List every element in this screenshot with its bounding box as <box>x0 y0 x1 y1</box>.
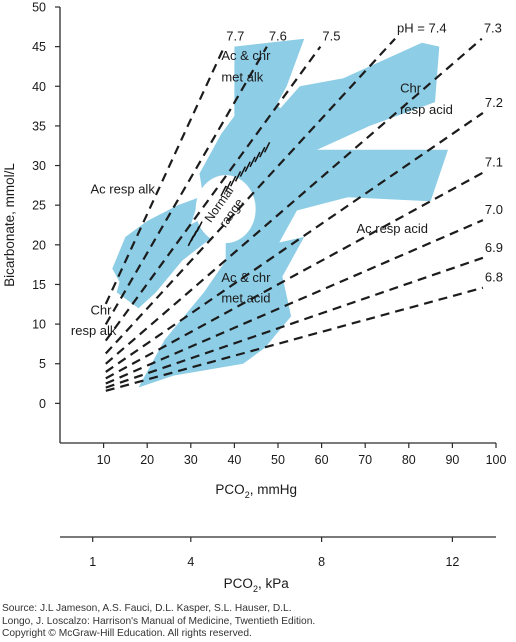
isopleth-label: 7.0 <box>485 202 503 217</box>
x-tick-label: 20 <box>140 453 154 467</box>
y-tick-label: 30 <box>32 159 46 173</box>
hatch-stroke <box>220 185 227 197</box>
y-axis-title: Bicarbonate, mmol/L <box>2 163 17 287</box>
hatch-stroke <box>196 221 203 232</box>
isopleth-label: 7.7 <box>226 29 244 44</box>
region-ac-chr-met-acid <box>138 229 305 388</box>
kpa-tick-label: 4 <box>187 555 194 569</box>
isopleth-ph-6-9 <box>105 256 484 389</box>
x-tick-label: 10 <box>97 453 111 467</box>
region-annotations: Ac & chr met alk Chr resp acid Ac resp alk Ac… <box>71 48 453 338</box>
isopleth-ph-7-5 <box>104 45 322 342</box>
kpa-axis-title-sub: 2 <box>253 584 258 594</box>
kpa-axis: 1 4 8 12 PCO2, kPa <box>60 536 496 594</box>
acid-base-nomogram: Normalrange pH = 7.4 7.3 7.2 7.1 7.0 6.9 6.8 7.… <box>2 1 506 595</box>
isopleth-ph-7-7 <box>104 46 226 305</box>
region-chr-resp-alk <box>112 197 200 285</box>
kpa-axis-title-unit: , kPa <box>258 576 289 591</box>
hatch-stroke <box>239 166 247 177</box>
annotation-chr: Chr <box>91 303 113 318</box>
hatch-stroke <box>254 151 261 163</box>
isopleth-label: 7.6 <box>269 29 287 44</box>
hatch-stroke <box>263 141 271 153</box>
isopleth-label: 7.2 <box>485 95 503 110</box>
isopleth-ph-7 <box>105 219 484 385</box>
source-line-1: Source: J.L Jameson, A.S. Fauci, D.L. Ka… <box>2 603 292 614</box>
kpa-axis-title-main: PCO <box>224 576 253 591</box>
x-axis-title-unit: , mmHg <box>250 482 297 497</box>
isopleth-label: 6.8 <box>485 270 503 285</box>
x-tick-label: 90 <box>445 453 459 467</box>
y-tick-label: 5 <box>39 357 46 371</box>
annotation-resp-acid: resp acid <box>400 102 453 117</box>
y-tick-label: 20 <box>32 238 46 252</box>
kpa-axis-title: PCO2, kPa <box>224 576 290 594</box>
isopleth-ph-6-8 <box>105 286 484 392</box>
x-tick-label: 30 <box>184 453 198 467</box>
y-tick-label: 15 <box>32 278 46 292</box>
isopleth-ph-7-3 <box>105 37 483 365</box>
y-tick-label: 35 <box>32 119 46 133</box>
annotation-ac-chr: Ac & chr <box>221 270 271 285</box>
source-note: Source: J.L Jameson, A.S. Fauci, D.L. Ka… <box>2 603 315 641</box>
hatch-stroke <box>249 156 256 168</box>
x-axis-title-main: PCO <box>215 482 244 497</box>
x-tick-label: 40 <box>227 453 241 467</box>
region-chr-resp-acid <box>264 42 440 166</box>
isopleth-label: 6.9 <box>485 240 503 255</box>
source-line-2: Longo, J. Loscalzo: Harrison's Manual of… <box>2 615 316 627</box>
x-axis-title-sub: 2 <box>245 490 250 500</box>
isopleth-label: 7.3 <box>484 21 502 36</box>
y-tick-label: 0 <box>39 397 46 411</box>
hatch-stroke <box>244 161 251 173</box>
isopleth-ph-7-6 <box>104 46 268 325</box>
x-tick-label: 70 <box>358 453 372 467</box>
y-tick-label: 10 <box>32 318 46 332</box>
y-tick-label: 25 <box>32 199 46 213</box>
hatch-stroke <box>225 180 232 192</box>
isopleth-label: pH = 7.4 <box>397 21 447 36</box>
isopleth-label: 7.5 <box>322 29 340 44</box>
annotation-ac-resp-acid: Ac resp acid <box>356 221 428 236</box>
x-axis-title: PCO2, mmHg <box>215 482 297 500</box>
annotation-met-acid: met acid <box>221 291 270 306</box>
annotation-met-alk: met alk <box>221 70 263 85</box>
normal-range-marker: Normalrange <box>195 175 256 244</box>
hatch-stroke <box>259 146 266 158</box>
y-tick-label: 45 <box>32 40 46 54</box>
isopleth-ph-7-2 <box>105 112 484 373</box>
kpa-tick-label: 8 <box>318 555 325 569</box>
x-tick-label: 60 <box>315 453 329 467</box>
x-tick-label: 100 <box>486 453 507 467</box>
source-line-3: Copyright © McGraw-Hill Education. All r… <box>2 628 252 640</box>
ph-isopleths: pH = 7.4 7.3 7.2 7.1 7.0 6.9 6.8 7.5 7.6 7.7 <box>104 21 503 392</box>
kpa-tick-label: 12 <box>445 555 459 569</box>
kpa-tick-label: 1 <box>89 555 96 569</box>
y-tick-label: 50 <box>32 1 46 15</box>
isopleth-ph-7-1 <box>105 171 484 380</box>
hatch-stroke <box>234 171 242 182</box>
region-ac-resp-acid <box>286 149 448 214</box>
x-tick-label: 80 <box>402 453 416 467</box>
annotation-ac-resp-alk: Ac resp alk <box>91 181 156 196</box>
annotation-resp-alk: resp alk <box>71 323 117 338</box>
hatch-stroke <box>230 175 237 187</box>
normal-range-disc <box>195 175 256 244</box>
y-tick-label: 40 <box>32 80 46 94</box>
annotation-chr: Chr <box>400 81 422 96</box>
isopleth-ph-7-4 <box>104 37 396 355</box>
annotation-ac-chr: Ac & chr <box>221 48 271 63</box>
x-tick-label: 50 <box>271 453 285 467</box>
isopleth-label: 7.1 <box>485 155 503 170</box>
axes: 10 20 30 40 50 60 70 80 90 100 0 5 10 15 20 25 30 35 40 45 5… <box>2 1 506 501</box>
normal-range-hatching <box>187 141 271 247</box>
